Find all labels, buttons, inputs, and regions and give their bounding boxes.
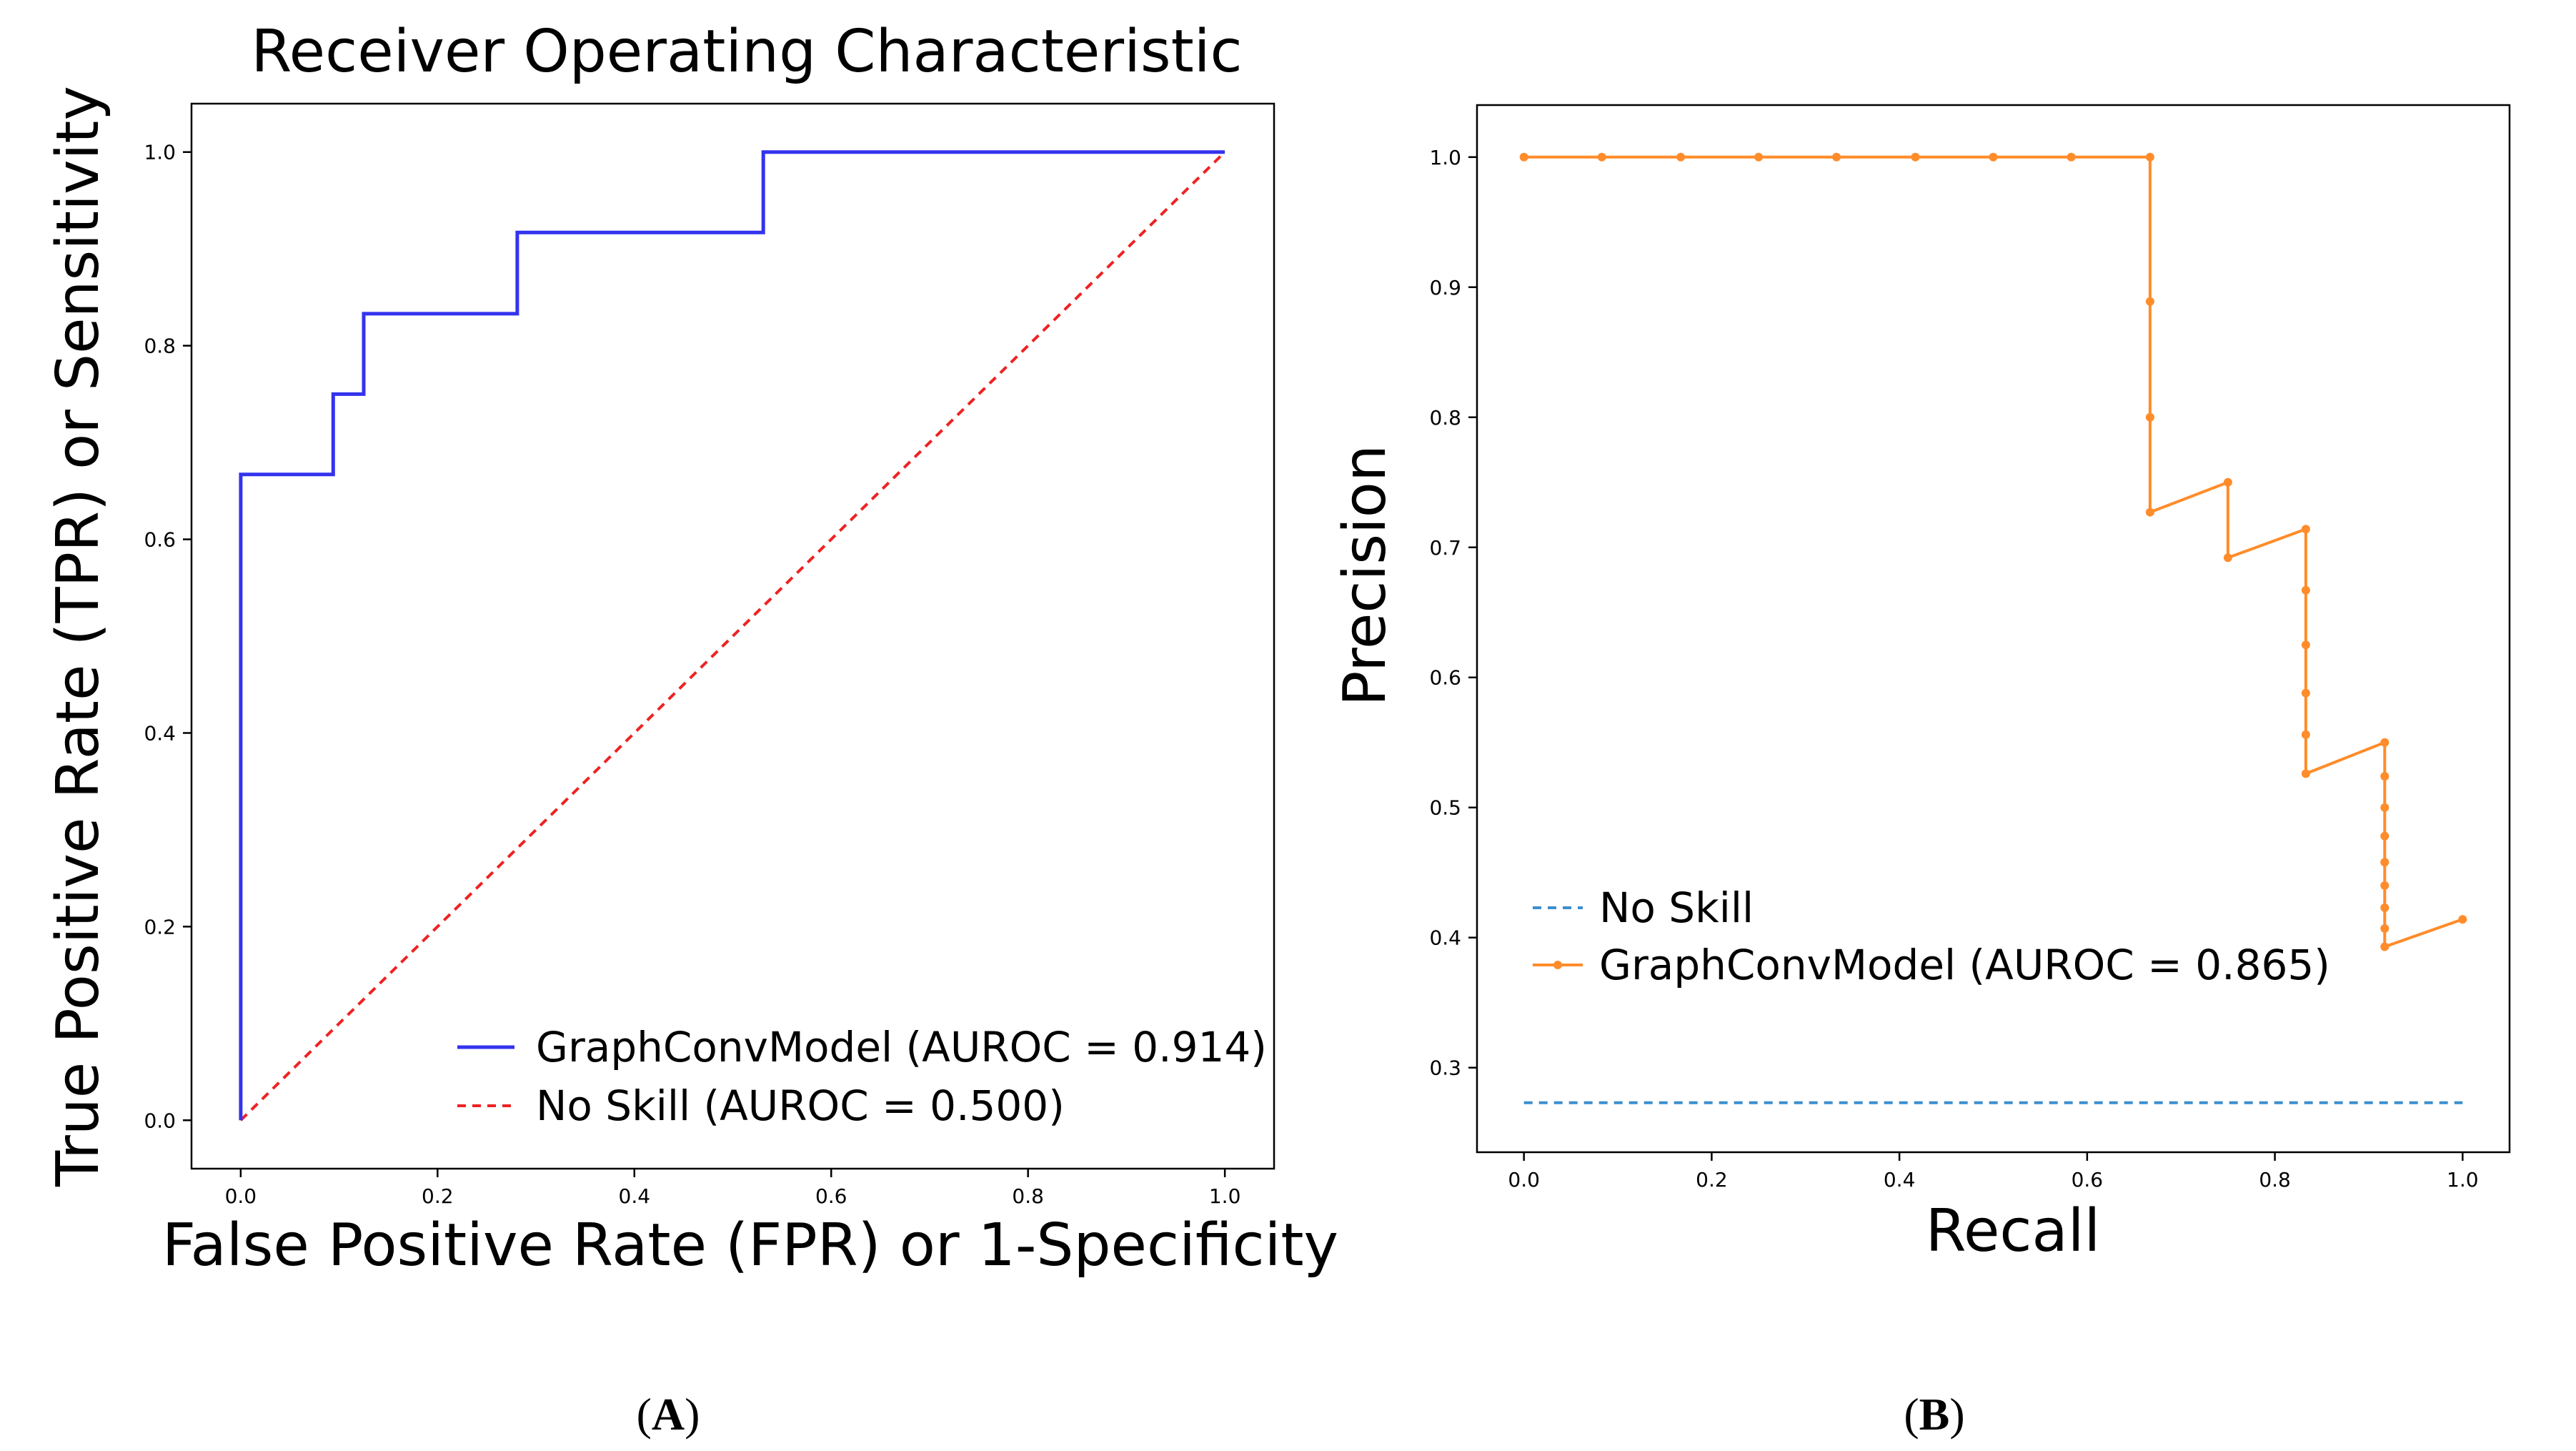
roc-y-tick-label: 0.4 — [144, 721, 176, 745]
roc-legend-label-noskill: No Skill (AUROC = 0.500) — [536, 1081, 1065, 1130]
pr-data-point — [1676, 152, 1686, 162]
pr-data-point — [2380, 942, 2389, 951]
pr-y-tick-label: 0.7 — [1429, 536, 1461, 560]
pr-data-point — [2145, 297, 2154, 306]
roc-x-ticks: 0.0 0.2 0.4 0.6 0.8 1.0 — [225, 1169, 1241, 1208]
precision-recall-chart: 0.0 0.2 0.4 0.6 0.8 1.0 0.3 0.4 0.5 0.6 … — [1331, 104, 2511, 1440]
pr-x-tick-label: 1.0 — [2447, 1168, 2479, 1192]
roc-y-tick-label: 0.0 — [144, 1109, 176, 1132]
pr-data-point — [2380, 772, 2389, 781]
pr-y-axis-label: Precision — [1331, 445, 1399, 706]
pr-data-point — [2380, 903, 2389, 912]
roc-y-tick-label: 0.2 — [144, 915, 176, 939]
roc-graphconv-curve — [239, 150, 1225, 1121]
roc-y-tick-label: 0.8 — [144, 335, 176, 358]
roc-plot-frame — [190, 102, 1275, 1170]
roc-no-skill-line — [239, 151, 1226, 1121]
roc-legend: GraphConvModel (AUROC = 0.914) No Skill … — [457, 1023, 1267, 1130]
pr-legend-label-graphconv: GraphConvModel (AUROC = 0.865) — [1599, 941, 2330, 989]
roc-x-tick-label: 0.4 — [619, 1184, 651, 1208]
pr-data-point — [2380, 924, 2389, 933]
roc-legend-label-graphconv: GraphConvModel (AUROC = 0.914) — [536, 1023, 1267, 1071]
pr-data-point — [1754, 152, 1764, 162]
pr-data-point — [2458, 915, 2467, 924]
pr-x-tick-label: 0.0 — [1508, 1168, 1540, 1192]
pr-y-tick-label: 0.8 — [1429, 406, 1461, 430]
roc-x-tick-label: 0.2 — [422, 1184, 454, 1208]
panel-label-a: (A) — [637, 1389, 700, 1440]
pr-data-point — [2301, 585, 2310, 595]
pr-data-point — [2380, 881, 2389, 890]
pr-y-tick-label: 0.6 — [1429, 666, 1461, 690]
pr-plot-frame — [1476, 104, 2511, 1154]
pr-data-point — [2145, 152, 2154, 162]
pr-legend-marker-graphconv — [1553, 961, 1562, 969]
pr-data-point — [2145, 507, 2154, 517]
pr-data-point — [2301, 525, 2310, 534]
pr-data-point — [2223, 477, 2232, 487]
pr-x-tick-label: 0.6 — [2072, 1168, 2104, 1192]
pr-y-tick-label: 0.9 — [1429, 276, 1461, 299]
pr-y-tick-label: 0.3 — [1429, 1056, 1461, 1080]
pr-data-point — [1597, 152, 1606, 162]
roc-x-tick-label: 0.0 — [225, 1184, 257, 1208]
pr-data-point — [2145, 412, 2154, 422]
pr-data-point — [2223, 553, 2232, 563]
pr-data-point — [2301, 769, 2310, 778]
roc-y-axis-label: True Positive Rate (TPR) or Sensitivity — [44, 86, 112, 1187]
roc-x-axis-label: False Positive Rate (FPR) or 1-Specifici… — [162, 1212, 1338, 1279]
pr-data-point — [2380, 858, 2389, 867]
pr-data-point — [2380, 831, 2389, 841]
roc-x-tick-label: 0.8 — [1012, 1184, 1044, 1208]
roc-y-ticks: 0.0 0.2 0.4 0.6 0.8 1.0 — [144, 141, 192, 1132]
pr-data-point — [2380, 738, 2389, 747]
roc-y-tick-label: 0.6 — [144, 528, 176, 552]
pr-data-point — [2301, 640, 2310, 650]
roc-title: Receiver Operating Characteristic — [251, 18, 1242, 86]
roc-x-tick-label: 0.6 — [815, 1184, 847, 1208]
pr-x-tick-label: 0.2 — [1696, 1168, 1728, 1192]
pr-y-tick-label: 0.5 — [1429, 796, 1461, 820]
pr-data-point — [1911, 152, 1920, 162]
pr-x-axis-label: Recall — [1926, 1197, 2101, 1265]
pr-data-point — [2301, 730, 2310, 739]
pr-y-tick-label: 1.0 — [1429, 146, 1461, 169]
pr-data-point — [1989, 152, 1998, 162]
pr-data-point — [2301, 688, 2310, 698]
pr-data-point — [2067, 152, 2076, 162]
roc-chart: Receiver Operating Characteristic 0.0 0.… — [44, 18, 1338, 1440]
panel-label-b: (B) — [1904, 1389, 1964, 1440]
pr-data-point — [1832, 152, 1841, 162]
pr-legend-label-noskill: No Skill — [1599, 883, 1754, 932]
roc-x-tick-label: 1.0 — [1209, 1184, 1241, 1208]
pr-y-tick-label: 0.4 — [1429, 926, 1461, 950]
pr-x-tick-label: 0.8 — [2259, 1168, 2291, 1192]
pr-x-ticks: 0.0 0.2 0.4 0.6 0.8 1.0 — [1508, 1152, 2479, 1192]
roc-y-tick-label: 1.0 — [144, 141, 176, 164]
pr-graphconv-markers — [1519, 152, 2467, 951]
pr-data-point — [2380, 803, 2389, 812]
pr-data-point — [1519, 152, 1528, 162]
pr-y-ticks: 0.3 0.4 0.5 0.6 0.7 0.8 0.9 1.0 — [1429, 146, 1477, 1080]
pr-legend: No Skill GraphConvModel (AUROC = 0.865) — [1533, 883, 2330, 989]
pr-x-tick-label: 0.4 — [1884, 1168, 1916, 1192]
